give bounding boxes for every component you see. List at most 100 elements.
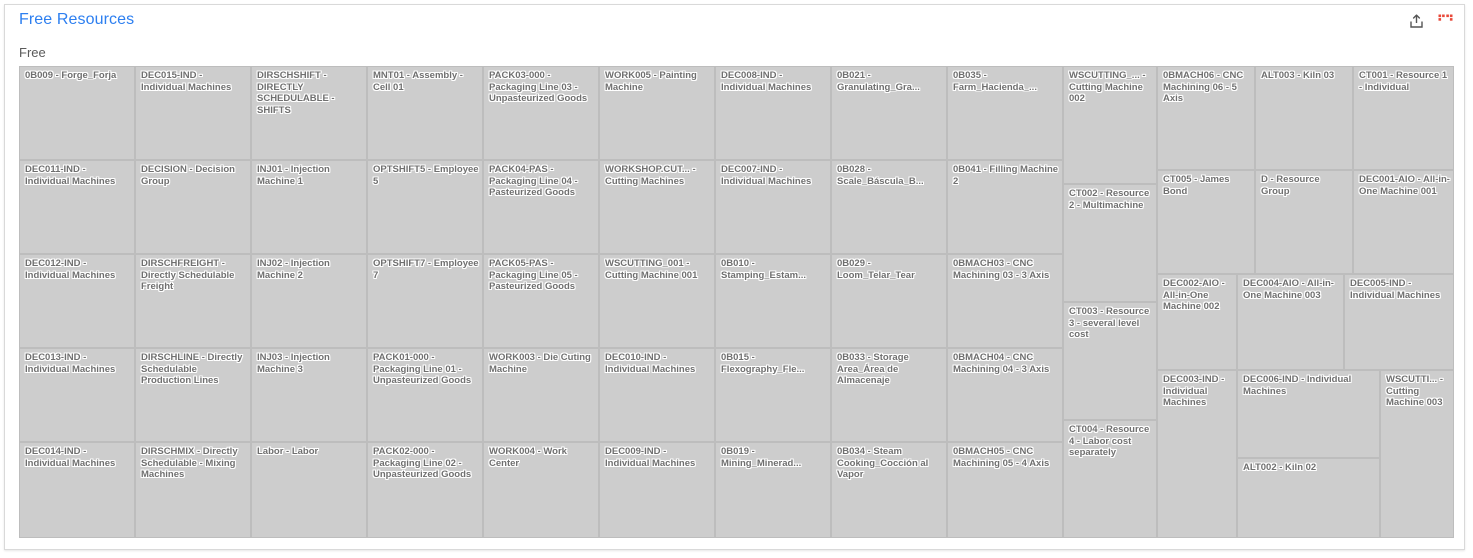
treemap-tile[interactable]: 0B021 - Granulating_Gra...: [831, 66, 947, 160]
treemap-tile[interactable]: DEC011-IND - Individual Machines: [19, 160, 135, 254]
treemap-tile[interactable]: 0B041 - Filling Machine 2: [947, 160, 1063, 254]
treemap-tile-label: 0B028 - Scale_Báscula_B...: [837, 164, 924, 187]
treemap-tile[interactable]: OPTSHIFT5 - Employee 5: [367, 160, 483, 254]
treemap-tile-label: CT003 - Resource 3 - several level cost: [1069, 306, 1150, 340]
treemap-tile-label: WORK003 - Die Cuting Machine: [489, 352, 591, 375]
treemap-tile-label: DEC001-AIO - All-in-One Machine 001: [1359, 174, 1450, 197]
treemap-tile[interactable]: DEC009-IND - Individual Machines: [599, 442, 715, 538]
treemap-tile-label: DEC014-IND - Individual Machines: [25, 446, 116, 469]
treemap-tile[interactable]: DEC014-IND - Individual Machines: [19, 442, 135, 538]
treemap-tile[interactable]: DEC010-IND - Individual Machines: [599, 348, 715, 442]
treemap-tile-label: PACK02-000 - Packaging Line 02 - Unpaste…: [373, 446, 472, 480]
treemap-tile-label: 0B010 - Stamping_Estam...: [721, 258, 806, 281]
treemap-tile-label: Labor - Labor: [257, 446, 319, 457]
treemap-tile[interactable]: DEC003-IND - Individual Machines: [1157, 370, 1237, 538]
treemap-tile[interactable]: DEC005-IND - Individual Machines: [1344, 274, 1454, 370]
treemap-tile[interactable]: DIRSCHSHIFT - DIRECTLY SCHEDULABLE - SHI…: [251, 66, 367, 160]
treemap-tile[interactable]: WSCUTTI... - Cutting Machine 003: [1380, 370, 1454, 538]
treemap-tile-label: ALT003 - Kiln 03: [1261, 70, 1335, 81]
treemap-tile[interactable]: WORK005 - Painting Machine: [599, 66, 715, 160]
treemap-tile[interactable]: DEC015-IND - Individual Machines: [135, 66, 251, 160]
treemap-tile[interactable]: PACK02-000 - Packaging Line 02 - Unpaste…: [367, 442, 483, 538]
treemap-tile-label: 0BMACH05 - CNC Machining 05 - 4 Axis: [953, 446, 1050, 469]
treemap-tile[interactable]: Labor - Labor: [251, 442, 367, 538]
treemap-tile-label: PACK01-000 - Packaging Line 01 - Unpaste…: [373, 352, 472, 386]
treemap-tile[interactable]: WSCUTTING_001 - Cutting Machine 001: [599, 254, 715, 348]
treemap-tile-label: WSCUTTING_... - Cutting Machine 002: [1069, 70, 1146, 104]
treemap-tile[interactable]: INJ01 - Injection Machine 1: [251, 160, 367, 254]
treemap-tile-label: CT002 - Resource 2 - Multimachine: [1069, 188, 1150, 211]
treemap-tile[interactable]: D - Resource Group: [1255, 170, 1353, 274]
treemap-tile[interactable]: WORK003 - Die Cuting Machine: [483, 348, 599, 442]
treemap-tile-label: OPTSHIFT5 - Employee 5: [373, 164, 479, 187]
treemap-tile[interactable]: DIRSCHMIX - Directly Schedulable - Mixin…: [135, 442, 251, 538]
treemap-tile-label: INJ03 - Injection Machine 3: [257, 352, 330, 375]
treemap-tile-label: 0B034 - Steam Cooking_Cocción al Vapor: [837, 446, 929, 480]
treemap-tile[interactable]: 0B015 - Flexography_Fle...: [715, 348, 831, 442]
treemap-tile[interactable]: DEC012-IND - Individual Machines: [19, 254, 135, 348]
treemap-tile[interactable]: CT003 - Resource 3 - several level cost: [1063, 302, 1157, 420]
treemap-tile-label: DEC015-IND - Individual Machines: [141, 70, 232, 93]
treemap-tile-label: D - Resource Group: [1261, 174, 1320, 197]
treemap-tile[interactable]: DEC006-IND - Individual Machines: [1237, 370, 1380, 458]
treemap-tile-label: 0B019 - Mining_Minerad...: [721, 446, 802, 469]
treemap-tile-label: WORKSHOP.CUT... - Cutting Machines: [605, 164, 696, 187]
treemap-tile-label: 0B015 - Flexography_Fle...: [721, 352, 805, 375]
treemap-tile[interactable]: PACK03-000 - Packaging Line 03 - Unpaste…: [483, 66, 599, 160]
treemap-tile[interactable]: PACK05-PAS - Packaging Line 05 - Pasteur…: [483, 254, 599, 348]
treemap-tile[interactable]: 0B028 - Scale_Báscula_B...: [831, 160, 947, 254]
treemap-tile[interactable]: DECISION - Decision Group: [135, 160, 251, 254]
treemap-tile-label: OPTSHIFT7 - Employee 7: [373, 258, 479, 281]
treemap-tile-label: WORK004 - Work Center: [489, 446, 567, 469]
treemap-tile-label: PACK03-000 - Packaging Line 03 - Unpaste…: [489, 70, 588, 104]
free-resources-panel: Free Resources: [4, 4, 1465, 550]
treemap-tile[interactable]: 0B035 - Farm_Hacienda_...: [947, 66, 1063, 160]
treemap-tile-label: DEC003-IND - Individual Machines: [1163, 374, 1225, 408]
treemap-tile-label: DIRSCHMIX - Directly Schedulable - Mixin…: [141, 446, 238, 480]
treemap-tile[interactable]: INJ02 - Injection Machine 2: [251, 254, 367, 348]
treemap-tile[interactable]: DEC004-AIO - All-in-One Machine 003: [1237, 274, 1344, 370]
treemap-tile[interactable]: DEC013-IND - Individual Machines: [19, 348, 135, 442]
treemap-tile[interactable]: CT004 - Resource 4 - Labor cost separate…: [1063, 420, 1157, 538]
treemap-tile[interactable]: DIRSCHLINE - Directly Schedulable Produc…: [135, 348, 251, 442]
treemap-tile[interactable]: WORKSHOP.CUT... - Cutting Machines: [599, 160, 715, 254]
treemap-tile-label: DIRSCHFREIGHT - Directly Schedulable Fre…: [141, 258, 235, 292]
treemap-tile[interactable]: CT005 - James Bond: [1157, 170, 1255, 274]
treemap-tile-label: DEC012-IND - Individual Machines: [25, 258, 116, 281]
treemap-tile[interactable]: DIRSCHFREIGHT - Directly Schedulable Fre…: [135, 254, 251, 348]
treemap-tile-label: 0BMACH03 - CNC Machining 03 - 3 Axis: [953, 258, 1050, 281]
treemap-tile[interactable]: ALT002 - Kiln 02: [1237, 458, 1380, 538]
treemap-tile[interactable]: CT002 - Resource 2 - Multimachine: [1063, 184, 1157, 302]
treemap-tile[interactable]: WORK004 - Work Center: [483, 442, 599, 538]
treemap-tile[interactable]: INJ03 - Injection Machine 3: [251, 348, 367, 442]
treemap-tile[interactable]: DEC008-IND - Individual Machines: [715, 66, 831, 160]
treemap-tile[interactable]: OPTSHIFT7 - Employee 7: [367, 254, 483, 348]
treemap-tile[interactable]: MNT01 - Assembly - Cell 01: [367, 66, 483, 160]
expand-fullscreen-icon[interactable]: [1437, 13, 1454, 30]
treemap-tile[interactable]: ALT003 - Kiln 03: [1255, 66, 1353, 170]
treemap-tile-label: DEC005-IND - Individual Machines: [1350, 278, 1441, 301]
treemap-tile[interactable]: 0B009 - Forge_Forja: [19, 66, 135, 160]
treemap-tile[interactable]: 0B010 - Stamping_Estam...: [715, 254, 831, 348]
treemap-tile[interactable]: PACK01-000 - Packaging Line 01 - Unpaste…: [367, 348, 483, 442]
export-upload-icon[interactable]: [1408, 13, 1425, 30]
treemap-tile[interactable]: DEC002-AIO - All-in-One Machine 002: [1157, 274, 1237, 370]
treemap-tile-label: 0BMACH04 - CNC Machining 04 - 3 Axis: [953, 352, 1050, 375]
treemap-tile[interactable]: 0B033 - Storage Area_Área de Almacenaje: [831, 348, 947, 442]
treemap-tile[interactable]: 0B034 - Steam Cooking_Cocción al Vapor: [831, 442, 947, 538]
treemap-tile[interactable]: 0BMACH04 - CNC Machining 04 - 3 Axis: [947, 348, 1063, 442]
treemap-tile[interactable]: 0BMACH06 - CNC Machining 06 - 5 Axis: [1157, 66, 1255, 170]
treemap-tile[interactable]: DEC007-IND - Individual Machines: [715, 160, 831, 254]
treemap-tile-label: CT005 - James Bond: [1163, 174, 1230, 197]
treemap-tile[interactable]: 0BMACH03 - CNC Machining 03 - 3 Axis: [947, 254, 1063, 348]
treemap-tile[interactable]: CT001 - Resource 1 - Individual: [1353, 66, 1454, 170]
treemap-tile[interactable]: PACK04-PAS - Packaging Line 04 - Pasteur…: [483, 160, 599, 254]
treemap-tile[interactable]: DEC001-AIO - All-in-One Machine 001: [1353, 170, 1454, 274]
treemap-tile[interactable]: WSCUTTING_... - Cutting Machine 002: [1063, 66, 1157, 184]
page-title: Free Resources: [19, 11, 135, 28]
treemap-tile-label: DEC008-IND - Individual Machines: [721, 70, 812, 93]
treemap-tile[interactable]: 0B019 - Mining_Minerad...: [715, 442, 831, 538]
treemap-tile[interactable]: 0B029 - Loom_Telar_Tear: [831, 254, 947, 348]
treemap-tile-label: CT004 - Resource 4 - Labor cost separate…: [1069, 424, 1150, 458]
treemap-tile[interactable]: 0BMACH05 - CNC Machining 05 - 4 Axis: [947, 442, 1063, 538]
